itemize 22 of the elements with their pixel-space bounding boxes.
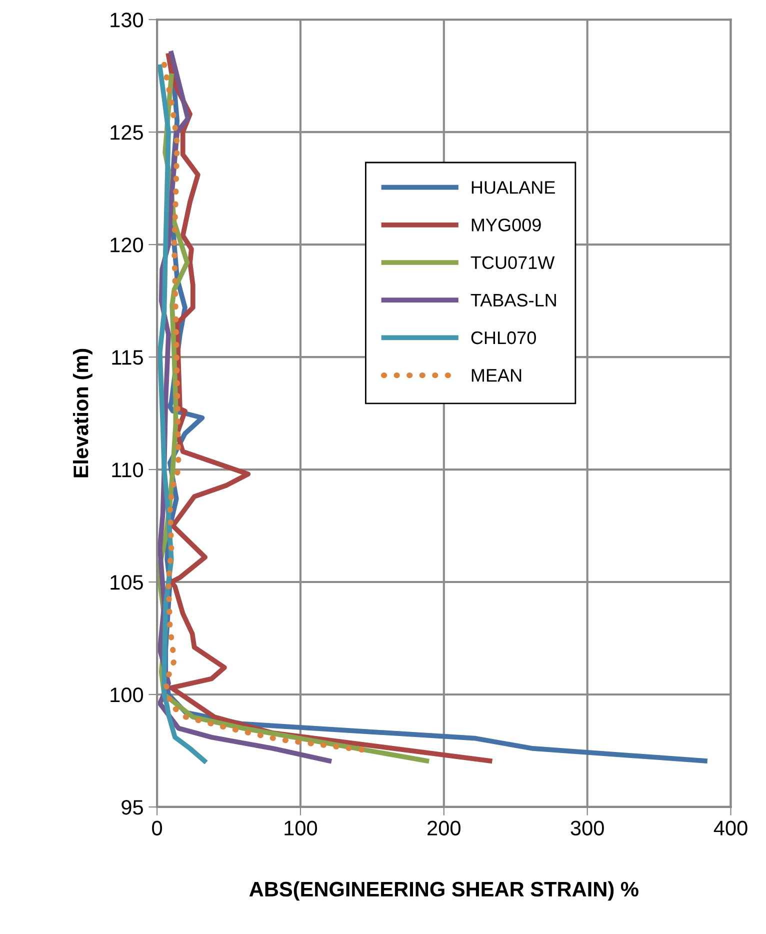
y-tick-label: 115 (112, 350, 143, 365)
x-tick-label: 0 (152, 820, 162, 836)
y-tick-label: 125 (110, 125, 143, 140)
x-tick-label: 200 (428, 820, 460, 836)
x-tick-label: 100 (284, 820, 318, 836)
y-tick-label: 110 (112, 462, 144, 478)
y-tick-label: 105 (110, 575, 143, 590)
y-tick-label: 120 (110, 238, 144, 252)
legend-label: CHL070 (471, 331, 536, 344)
legend-label: HUALANE (472, 181, 555, 194)
x-tick-label: 400 (714, 820, 748, 836)
x-axis-title: ABS(ENGINEERING SHEAR STRAIN) % (249, 881, 638, 901)
legend-label: TCU071W (470, 256, 555, 269)
x-tick-label: 300 (570, 820, 604, 836)
y-tick-label: 95 (122, 800, 143, 815)
y-tick-label: 100 (110, 687, 144, 702)
y-tick-label: 130 (110, 12, 144, 28)
line-series (157, 64, 207, 764)
legend-label: MYG009 (472, 218, 541, 232)
legend-label: TABAS-LN (470, 294, 556, 307)
y-axis-title: Elevation (m) (72, 348, 92, 478)
legend-label: MEAN (472, 369, 522, 382)
